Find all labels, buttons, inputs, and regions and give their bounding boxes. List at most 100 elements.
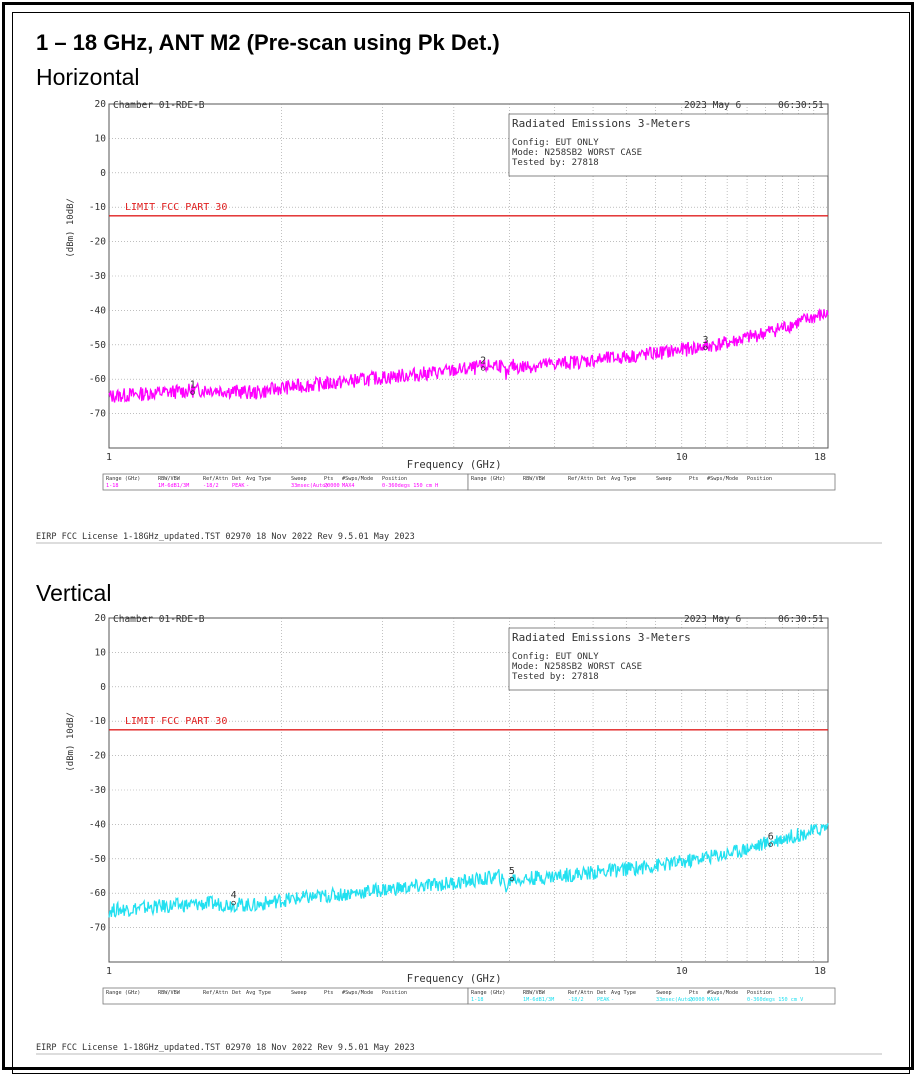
- settings-value: -: [611, 997, 614, 1003]
- marker-point: [190, 390, 195, 395]
- settings-header: Pts: [324, 476, 333, 482]
- date-label: 2023 May 6: [684, 614, 741, 625]
- x-tick-label: 10: [676, 452, 688, 463]
- settings-header: Range (GHz): [471, 990, 505, 996]
- time-label: 06:30:51: [778, 100, 824, 111]
- settings-value: 20000: [324, 483, 340, 489]
- settings-header: Position: [382, 476, 407, 482]
- info-tested-by: Tested by: 27818: [512, 158, 599, 168]
- x-tick-label: 10: [676, 966, 688, 977]
- settings-header: Pts: [324, 990, 333, 996]
- limit-label: LIMIT FCC PART 30: [125, 716, 227, 727]
- x-tick-label: 1: [106, 452, 112, 463]
- vertical-chart: 20 10 0 -10 -20 -30 -40 -50 -60 -70 (dBm) 10dB/1 10…: [36, 613, 882, 1055]
- x-axis-label: Frequency (GHz): [407, 459, 502, 471]
- y-axis-label: (dBm) 10dB/: [66, 712, 76, 772]
- settings-header: #Swps/Mode: [342, 990, 373, 996]
- settings-value: PEAK: [597, 997, 610, 1003]
- settings-value: 0-360degs 150 cm H: [382, 483, 438, 489]
- settings-header: RBW/VBW: [158, 476, 181, 482]
- marker-label: 6: [768, 832, 774, 843]
- y-tick-label: -10: [89, 716, 106, 727]
- marker-label: 1: [190, 380, 196, 391]
- info-mode: Mode: N258SB2 WORST CASE: [512, 662, 642, 672]
- settings-header: #Swps/Mode: [707, 476, 738, 482]
- date-label: 2023 May 6: [684, 100, 741, 111]
- settings-table: [467, 987, 836, 1005]
- settings-header: Ref/Attn: [203, 476, 228, 482]
- chamber-label: Chamber 01-RDE-B: [113, 614, 205, 625]
- y-tick-label: -60: [89, 888, 106, 899]
- settings-header: Avg Type: [611, 476, 636, 482]
- settings-value: 1M-6dB1/3M: [523, 997, 554, 1003]
- settings-header: #Swps/Mode: [342, 476, 373, 482]
- trace-line: [108, 307, 829, 403]
- settings-value: 1-18: [471, 997, 484, 1003]
- settings-header: #Swps/Mode: [707, 990, 738, 996]
- settings-header: Range (GHz): [106, 476, 140, 482]
- settings-value: -: [246, 483, 249, 489]
- y-tick-label: -40: [89, 305, 106, 316]
- settings-header: Pts: [689, 476, 698, 482]
- y-tick-label: -50: [89, 854, 106, 865]
- y-tick-label: -50: [89, 340, 106, 351]
- y-tick-label: -30: [89, 785, 106, 796]
- marker-point: [509, 876, 515, 882]
- y-tick-label: 0: [100, 168, 106, 179]
- y-tick-label: -20: [89, 751, 106, 762]
- info-box: [508, 627, 829, 691]
- settings-header: Range (GHz): [471, 476, 505, 482]
- settings-value: 1-18: [106, 483, 119, 489]
- x-tick-label: 18: [814, 966, 826, 977]
- settings-header: Sweep: [291, 990, 307, 996]
- settings-value: 0-360degs 150 cm V: [747, 997, 803, 1003]
- horizontal-chart-panel: 20 10 0 -10 -20 -30 -40 -50 -60 -70 (dBm) 10dB/1 10…: [36, 96, 882, 547]
- settings-header: Position: [747, 990, 772, 996]
- y-tick-label: -20: [89, 237, 106, 248]
- settings-header: Position: [382, 990, 407, 996]
- horizontal-subtitle: Horizontal: [36, 64, 140, 90]
- settings-table: [467, 473, 836, 491]
- page-title: 1 – 18 GHz, ANT M2 (Pre-scan using Pk De…: [36, 30, 500, 55]
- y-tick-label: 10: [95, 133, 107, 144]
- settings-header: Sweep: [291, 476, 307, 482]
- settings-header: RBW/VBW: [523, 476, 546, 482]
- info-title: Radiated Emissions 3-Meters: [512, 117, 691, 130]
- settings-header: Sweep: [656, 476, 672, 482]
- y-tick-label: -60: [89, 374, 106, 385]
- footer-text: EIRP FCC License 1-18GHz_updated.TST 029…: [36, 1043, 415, 1053]
- settings-value: -18/2: [568, 997, 584, 1003]
- y-tick-label: -40: [89, 819, 106, 830]
- x-axis-label: Frequency (GHz): [407, 973, 502, 985]
- settings-header: Det: [232, 476, 241, 482]
- limit-label: LIMIT FCC PART 30: [125, 202, 227, 213]
- page-frame-inner: [12, 12, 910, 1074]
- settings-value: MAX4: [342, 483, 355, 489]
- settings-value: 33msec(Auto): [656, 997, 693, 1003]
- settings-header: Ref/Attn: [568, 990, 593, 996]
- settings-header: Ref/Attn: [568, 476, 593, 482]
- vertical-chart-panel: 20 10 0 -10 -20 -30 -40 -50 -60 -70 (dBm) 10dB/1 10…: [36, 610, 882, 1058]
- y-tick-label: 0: [100, 682, 106, 693]
- info-title: Radiated Emissions 3-Meters: [512, 631, 691, 644]
- footer-text: EIRP FCC License 1-18GHz_updated.TST 029…: [36, 532, 415, 542]
- info-tested-by: Tested by: 27818: [512, 672, 599, 682]
- settings-header: Avg Type: [246, 990, 271, 996]
- info-mode: Mode: N258SB2 WORST CASE: [512, 148, 642, 158]
- marker-label: 4: [231, 890, 237, 901]
- chamber-label: Chamber 01-RDE-B: [113, 100, 205, 111]
- marker-point: [480, 366, 486, 371]
- x-tick-label: 1: [106, 966, 112, 977]
- settings-header: Avg Type: [246, 476, 271, 482]
- marker-label: 2: [480, 355, 486, 366]
- info-config: Config: EUT ONLY: [512, 652, 599, 662]
- y-axis-label: (dBm) 10dB/: [66, 198, 76, 258]
- trace-line: [108, 823, 829, 918]
- settings-header: Ref/Attn: [203, 990, 228, 996]
- marker-point: [231, 900, 236, 906]
- settings-header: RBW/VBW: [523, 990, 546, 996]
- y-tick-label: 20: [95, 99, 107, 110]
- settings-header: Avg Type: [611, 990, 636, 996]
- settings-value: 33msec(Auto): [291, 483, 328, 489]
